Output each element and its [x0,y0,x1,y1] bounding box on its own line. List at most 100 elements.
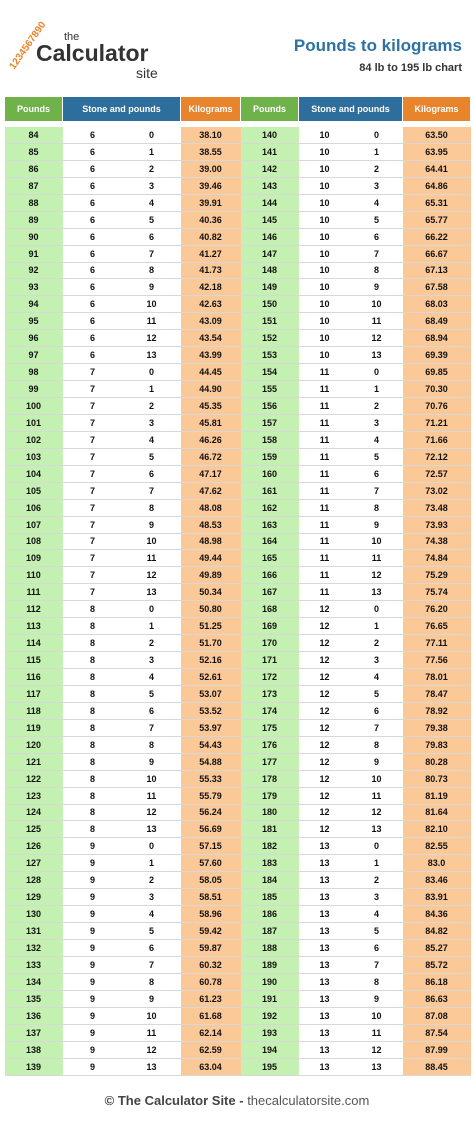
cell: 182 [240,837,299,856]
cell: 11 [298,499,351,517]
cell: 158 [240,431,299,449]
cell: 13 [122,1058,181,1076]
cell: 10 [298,312,351,331]
cell: 137 [4,1024,63,1042]
cell: 84.82 [402,922,471,940]
cell: 13 [122,820,181,839]
cell: 4 [122,905,181,924]
row: 108 7 10 48.98 164 11 10 74.38 [4,533,471,551]
logo-sub: site [136,65,158,81]
cell: 8 [350,973,403,991]
row: 97 6 13 43.99 153 10 13 69.39 [4,346,471,365]
cell: 11 [122,1024,181,1042]
cell: 3 [350,888,403,907]
cell: 8 [350,262,403,280]
cell: 187 [240,922,299,940]
cell: 55.79 [180,787,241,805]
row: 105 7 7 47.62 161 11 7 73.02 [4,482,471,500]
cell: 12 [298,600,351,619]
cell: 193 [240,1024,299,1042]
cell: 61.23 [180,990,241,1008]
cell: 10 [122,770,181,788]
row: 123 8 11 55.79 179 12 11 81.19 [4,787,471,805]
row: 131 9 5 59.42 187 13 5 84.82 [4,922,471,940]
row: 84 6 0 38.10 140 10 0 63.50 [4,126,471,144]
row: 87 6 3 39.46 143 10 3 64.86 [4,177,471,195]
cell: 44.90 [180,380,241,398]
row: 119 8 7 53.97 175 12 7 79.38 [4,719,471,737]
cell: 6 [350,228,403,246]
cell: 75.29 [402,566,471,585]
footer-brand: © The Calculator Site - [104,1093,244,1108]
cell: 12 [122,566,181,585]
cell: 0 [122,363,181,382]
cell: 11 [298,482,351,500]
cell: 7 [62,465,123,483]
cell: 2 [350,160,403,178]
cell: 189 [240,956,299,974]
cell: 9 [62,888,123,907]
cell: 65.31 [402,194,471,212]
cell: 49.44 [180,549,241,568]
cell: 7 [62,549,123,568]
cell: 68.49 [402,312,471,331]
cell: 6 [122,465,181,483]
cell: 70.30 [402,380,471,398]
cell: 81.64 [402,804,471,822]
cell: 13 [298,956,351,974]
cell: 1 [122,143,181,161]
cell: 98 [4,363,63,382]
cell: 8 [62,685,123,703]
cell: 54.43 [180,736,241,754]
cell: 107 [4,516,63,534]
cell: 148 [240,262,299,280]
cell: 169 [240,617,299,636]
row: 118 8 6 53.52 174 12 6 78.92 [4,702,471,720]
cell: 10 [350,533,403,551]
cell: 12 [350,804,403,822]
cell: 48.98 [180,533,241,551]
cell: 12 [298,617,351,636]
cell: 8 [122,499,181,517]
cell: 5 [350,448,403,466]
cell: 63.50 [402,126,471,144]
cell: 0 [350,600,403,619]
cell: 53.52 [180,702,241,720]
cell: 7 [62,380,123,398]
cell: 12 [122,804,181,822]
row: 85 6 1 38.55 141 10 1 63.95 [4,143,471,161]
title: Pounds to kilograms [293,36,462,55]
cell: 7 [62,566,123,585]
cell: 38.55 [180,143,241,161]
cell: 7 [62,397,123,415]
cell: 11 [298,583,351,602]
cell: 6 [62,211,123,229]
cell: 161 [240,482,299,500]
cell: 1 [350,143,403,161]
cell: 60.32 [180,956,241,974]
cell: 52.16 [180,651,241,669]
cell: 82.55 [402,837,471,856]
cell: 160 [240,465,299,483]
cell: 57.60 [180,854,241,873]
cell: 6 [62,295,123,314]
cell: 47.17 [180,465,241,483]
row: 93 6 9 42.18 149 10 9 67.58 [4,278,471,297]
cell: 51.70 [180,634,241,653]
cell: 9 [122,278,181,297]
logo-small: the [64,31,79,43]
cell: 7 [62,414,123,432]
cell: 96 [4,329,63,348]
cell: 79.83 [402,736,471,754]
cell: 119 [4,719,63,737]
cell: 13 [298,1041,351,1059]
cell: 184 [240,871,299,890]
cell: 97 [4,346,63,365]
cell: 2 [350,871,403,890]
cell: 195 [240,1058,299,1076]
cell: 121 [4,753,63,771]
cell: 8 [62,753,123,771]
cell: 88 [4,194,63,212]
cell: 117 [4,685,63,703]
cell: 1 [350,617,403,636]
